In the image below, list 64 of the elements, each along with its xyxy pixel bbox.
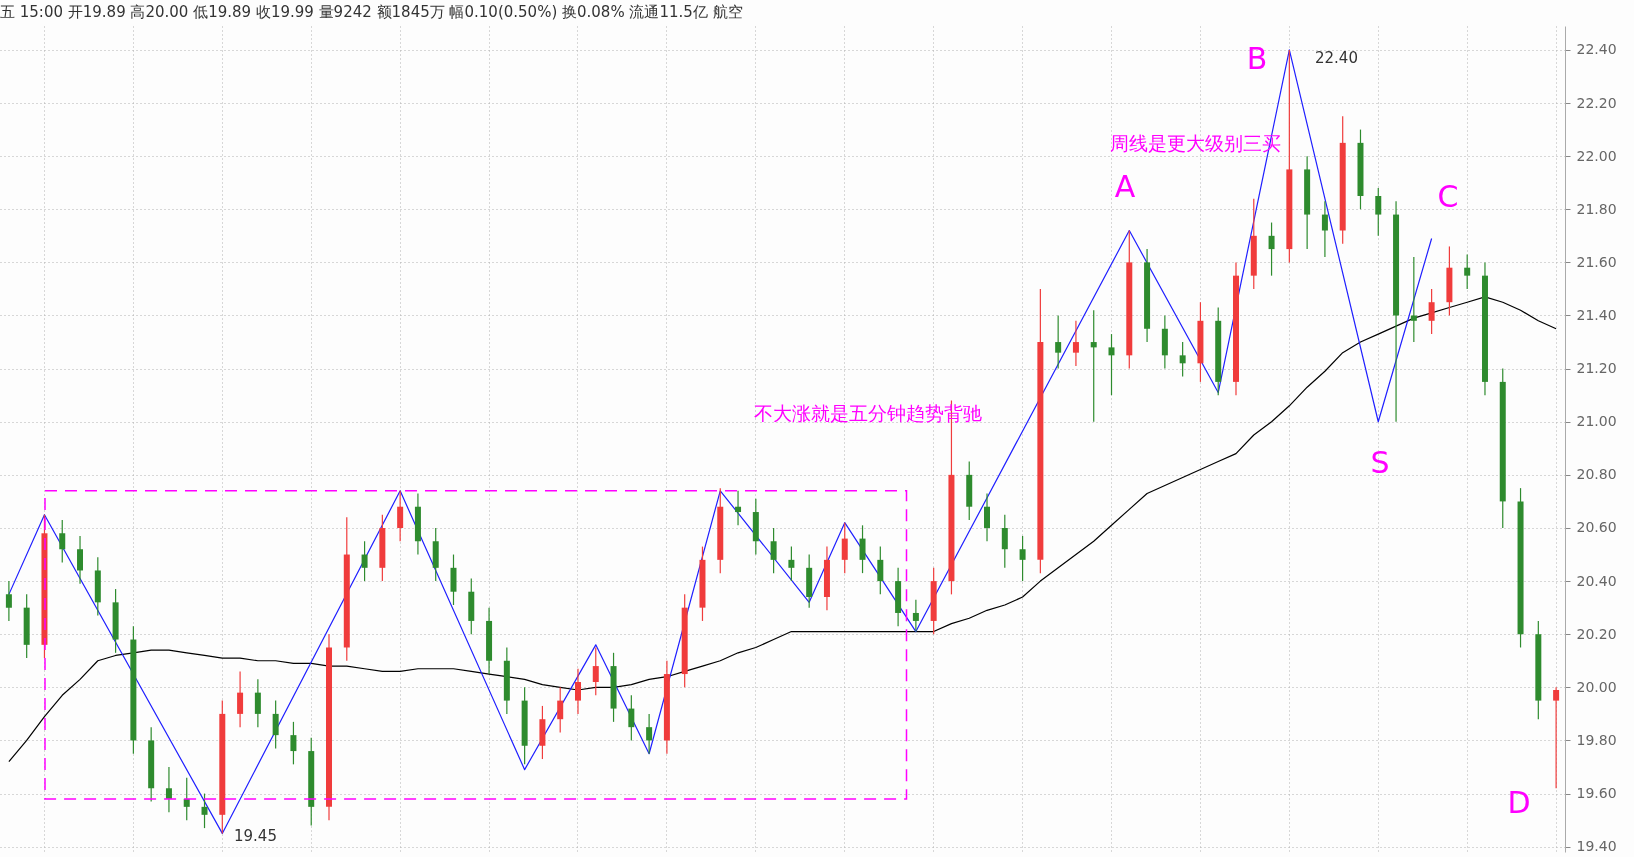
candlestick	[1428, 288, 1435, 335]
candlestick	[165, 766, 172, 813]
y-tick-label: 20.00	[1576, 678, 1617, 695]
candlestick	[912, 599, 919, 633]
y-tick-label: 19.40	[1576, 838, 1617, 855]
candlestick	[1179, 341, 1186, 378]
candlestick	[1108, 333, 1115, 396]
candlestick	[1001, 514, 1008, 569]
y-tick-label: 20.80	[1576, 466, 1617, 483]
candlestick	[877, 545, 884, 595]
candlestick	[1268, 221, 1275, 277]
annotation: 19.45	[234, 827, 277, 845]
y-tick-label: 21.80	[1576, 200, 1617, 217]
annotation: A	[1114, 169, 1136, 204]
candlestick	[290, 721, 297, 765]
candlestick	[1321, 200, 1328, 258]
y-tick-label: 19.60	[1576, 785, 1617, 802]
annotation: D	[1507, 785, 1531, 820]
candlestick	[770, 527, 777, 574]
annotation: B	[1246, 41, 1268, 76]
annotation: 22.40	[1315, 49, 1358, 67]
candlestick	[1055, 314, 1062, 370]
y-tick-label: 21.00	[1576, 413, 1617, 430]
candlestick	[1019, 535, 1026, 582]
y-tick-label: 20.60	[1576, 519, 1617, 536]
candlestick	[272, 700, 279, 750]
candlestick	[788, 545, 795, 582]
y-tick-label: 21.20	[1576, 360, 1617, 377]
y-tick-label: 22.40	[1576, 41, 1617, 58]
candlestick	[237, 670, 244, 728]
y-tick-label: 20.20	[1576, 625, 1617, 642]
candlestick	[450, 553, 457, 606]
candlestick	[735, 490, 742, 526]
candlestick	[557, 686, 564, 734]
candlestick	[361, 540, 368, 582]
candlestick	[77, 535, 84, 585]
y-tick-label: 21.60	[1576, 253, 1617, 270]
candlestick	[574, 668, 581, 715]
y-tick-label: 21.40	[1576, 307, 1617, 323]
y-tick-label: 22.00	[1576, 147, 1617, 164]
candlestick	[59, 519, 66, 564]
candlestick	[1464, 253, 1471, 290]
candlestick	[646, 713, 653, 755]
candlestick	[841, 522, 848, 574]
candlestick	[5, 580, 12, 622]
candlestick	[201, 792, 208, 829]
chart-title: 五 15:00 开19.89 高20.00 低19.89 收19.99 量9242 额1845万 幅0.10(0.50%) 换0.08% 流通11.5亿 航空	[0, 3, 743, 21]
y-tick-label: 19.80	[1576, 731, 1617, 748]
candlestick	[254, 678, 261, 728]
y-tick-label: 22.20	[1576, 94, 1617, 111]
candlestick	[592, 646, 599, 696]
annotation: S	[1370, 445, 1390, 480]
y-tick-label: 20.40	[1576, 572, 1617, 589]
candlestick	[397, 490, 404, 542]
candlestick	[628, 694, 635, 742]
line-series	[8, 296, 1557, 763]
candlestick	[1410, 256, 1417, 343]
candlestick	[984, 492, 991, 542]
candlestick	[1375, 187, 1382, 237]
candlestick	[1072, 320, 1079, 367]
annotation: C	[1437, 179, 1459, 214]
candlestick	[859, 524, 866, 574]
candlestick	[1090, 309, 1097, 423]
candlestick	[1553, 686, 1560, 789]
